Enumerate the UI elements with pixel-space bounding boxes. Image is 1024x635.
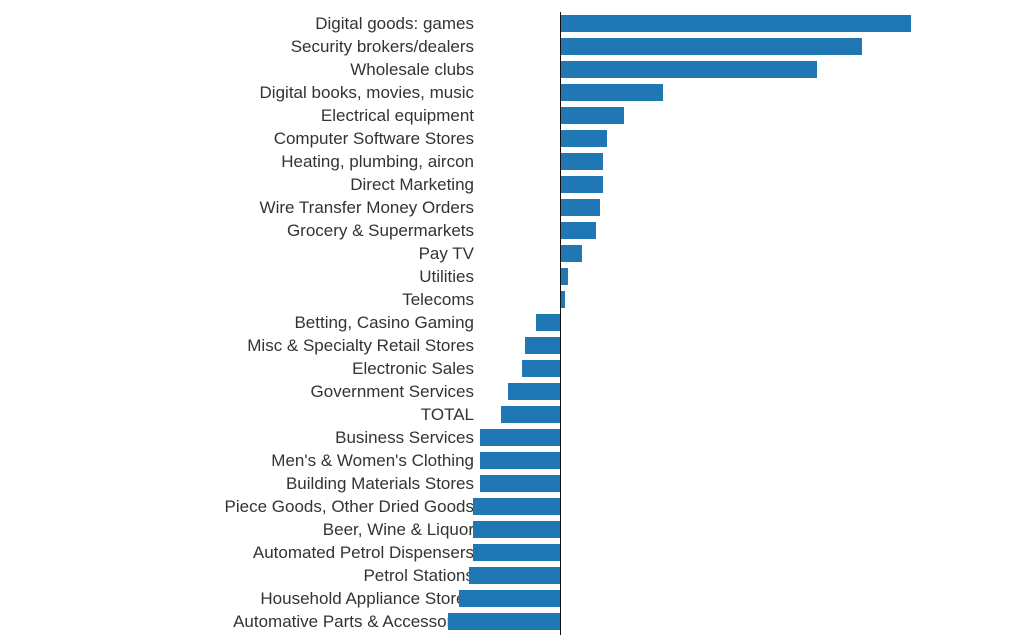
bar bbox=[561, 61, 817, 77]
bar-row: Betting, Casino Gaming bbox=[0, 311, 1024, 334]
bar bbox=[561, 268, 568, 284]
bar-row: Automated Petrol Dispensers bbox=[0, 541, 1024, 564]
bar-row: Household Appliance Stores bbox=[0, 587, 1024, 610]
category-label: Misc & Specialty Retail Stores bbox=[0, 334, 478, 357]
category-label: Digital goods: games bbox=[0, 12, 478, 35]
bar bbox=[522, 360, 561, 376]
bar bbox=[473, 498, 561, 514]
bar-row: Wholesale clubs bbox=[0, 58, 1024, 81]
category-label: Government Services bbox=[0, 380, 478, 403]
bar-row: Government Services bbox=[0, 380, 1024, 403]
bar-row: Computer Software Stores bbox=[0, 127, 1024, 150]
bar bbox=[561, 291, 565, 307]
category-label: Business Services bbox=[0, 426, 478, 449]
category-label: Heating, plumbing, aircon bbox=[0, 150, 478, 173]
bar bbox=[561, 130, 607, 146]
category-label: Wire Transfer Money Orders bbox=[0, 196, 478, 219]
bar bbox=[561, 107, 624, 123]
bar-row: Wire Transfer Money Orders bbox=[0, 196, 1024, 219]
bar bbox=[536, 314, 561, 330]
bar-row: Men's & Women's Clothing bbox=[0, 449, 1024, 472]
category-label: Computer Software Stores bbox=[0, 127, 478, 150]
category-label: Building Materials Stores bbox=[0, 472, 478, 495]
bar-row: Piece Goods, Other Dried Goods bbox=[0, 495, 1024, 518]
bar-row: Building Materials Stores bbox=[0, 472, 1024, 495]
plot-area: Digital goods: gamesSecurity brokers/dea… bbox=[0, 12, 1024, 635]
bar bbox=[561, 15, 911, 31]
bar-row: Security brokers/dealers bbox=[0, 35, 1024, 58]
bar-row: Utilities bbox=[0, 265, 1024, 288]
bar bbox=[561, 176, 603, 192]
category-label: Household Appliance Stores bbox=[0, 587, 478, 610]
bar bbox=[480, 452, 561, 468]
category-label: Grocery & Supermarkets bbox=[0, 219, 478, 242]
category-label: Pay TV bbox=[0, 242, 478, 265]
bar-row: Petrol Stations bbox=[0, 564, 1024, 587]
bar-row: Pay TV bbox=[0, 242, 1024, 265]
category-label: Electronic Sales bbox=[0, 357, 478, 380]
bar-row: Business Services bbox=[0, 426, 1024, 449]
category-label: TOTAL bbox=[0, 403, 478, 426]
category-label: Men's & Women's Clothing bbox=[0, 449, 478, 472]
bar-row: Misc & Specialty Retail Stores bbox=[0, 334, 1024, 357]
bar-row: Digital goods: games bbox=[0, 12, 1024, 35]
category-label: Automative Parts & Accessories bbox=[0, 610, 478, 633]
bar-row: Direct Marketing bbox=[0, 173, 1024, 196]
bar bbox=[561, 199, 600, 215]
bar bbox=[480, 475, 561, 491]
bar bbox=[473, 544, 561, 560]
bar-row: TOTAL bbox=[0, 403, 1024, 426]
category-label: Petrol Stations bbox=[0, 564, 478, 587]
category-label: Betting, Casino Gaming bbox=[0, 311, 478, 334]
category-label: Piece Goods, Other Dried Goods bbox=[0, 495, 478, 518]
bar bbox=[448, 613, 560, 629]
category-label: Security brokers/dealers bbox=[0, 35, 478, 58]
category-label: Wholesale clubs bbox=[0, 58, 478, 81]
bar-row: Grocery & Supermarkets bbox=[0, 219, 1024, 242]
category-label: Direct Marketing bbox=[0, 173, 478, 196]
category-label: Digital books, movies, music bbox=[0, 81, 478, 104]
bar bbox=[469, 567, 560, 583]
bar bbox=[501, 406, 561, 422]
bar-row: Telecoms bbox=[0, 288, 1024, 311]
bar bbox=[525, 337, 560, 353]
bar bbox=[561, 84, 663, 100]
bar-row: Electronic Sales bbox=[0, 357, 1024, 380]
bar-row: Beer, Wine & Liquor bbox=[0, 518, 1024, 541]
bar bbox=[459, 590, 561, 606]
bar-row: Automative Parts & Accessories bbox=[0, 610, 1024, 633]
category-label: Automated Petrol Dispensers bbox=[0, 541, 478, 564]
category-label: Telecoms bbox=[0, 288, 478, 311]
bar bbox=[561, 153, 603, 169]
bar bbox=[561, 245, 582, 261]
category-label: Utilities bbox=[0, 265, 478, 288]
category-label: Beer, Wine & Liquor bbox=[0, 518, 478, 541]
bar bbox=[561, 38, 862, 54]
category-label: Electrical equipment bbox=[0, 104, 478, 127]
bar-row: Heating, plumbing, aircon bbox=[0, 150, 1024, 173]
bar bbox=[480, 429, 561, 445]
bar bbox=[473, 521, 561, 537]
chart-container: Digital goods: gamesSecurity brokers/dea… bbox=[0, 0, 1024, 635]
bar bbox=[561, 222, 596, 238]
bar-row: Digital books, movies, music bbox=[0, 81, 1024, 104]
bar bbox=[508, 383, 561, 399]
bar-row: Electrical equipment bbox=[0, 104, 1024, 127]
